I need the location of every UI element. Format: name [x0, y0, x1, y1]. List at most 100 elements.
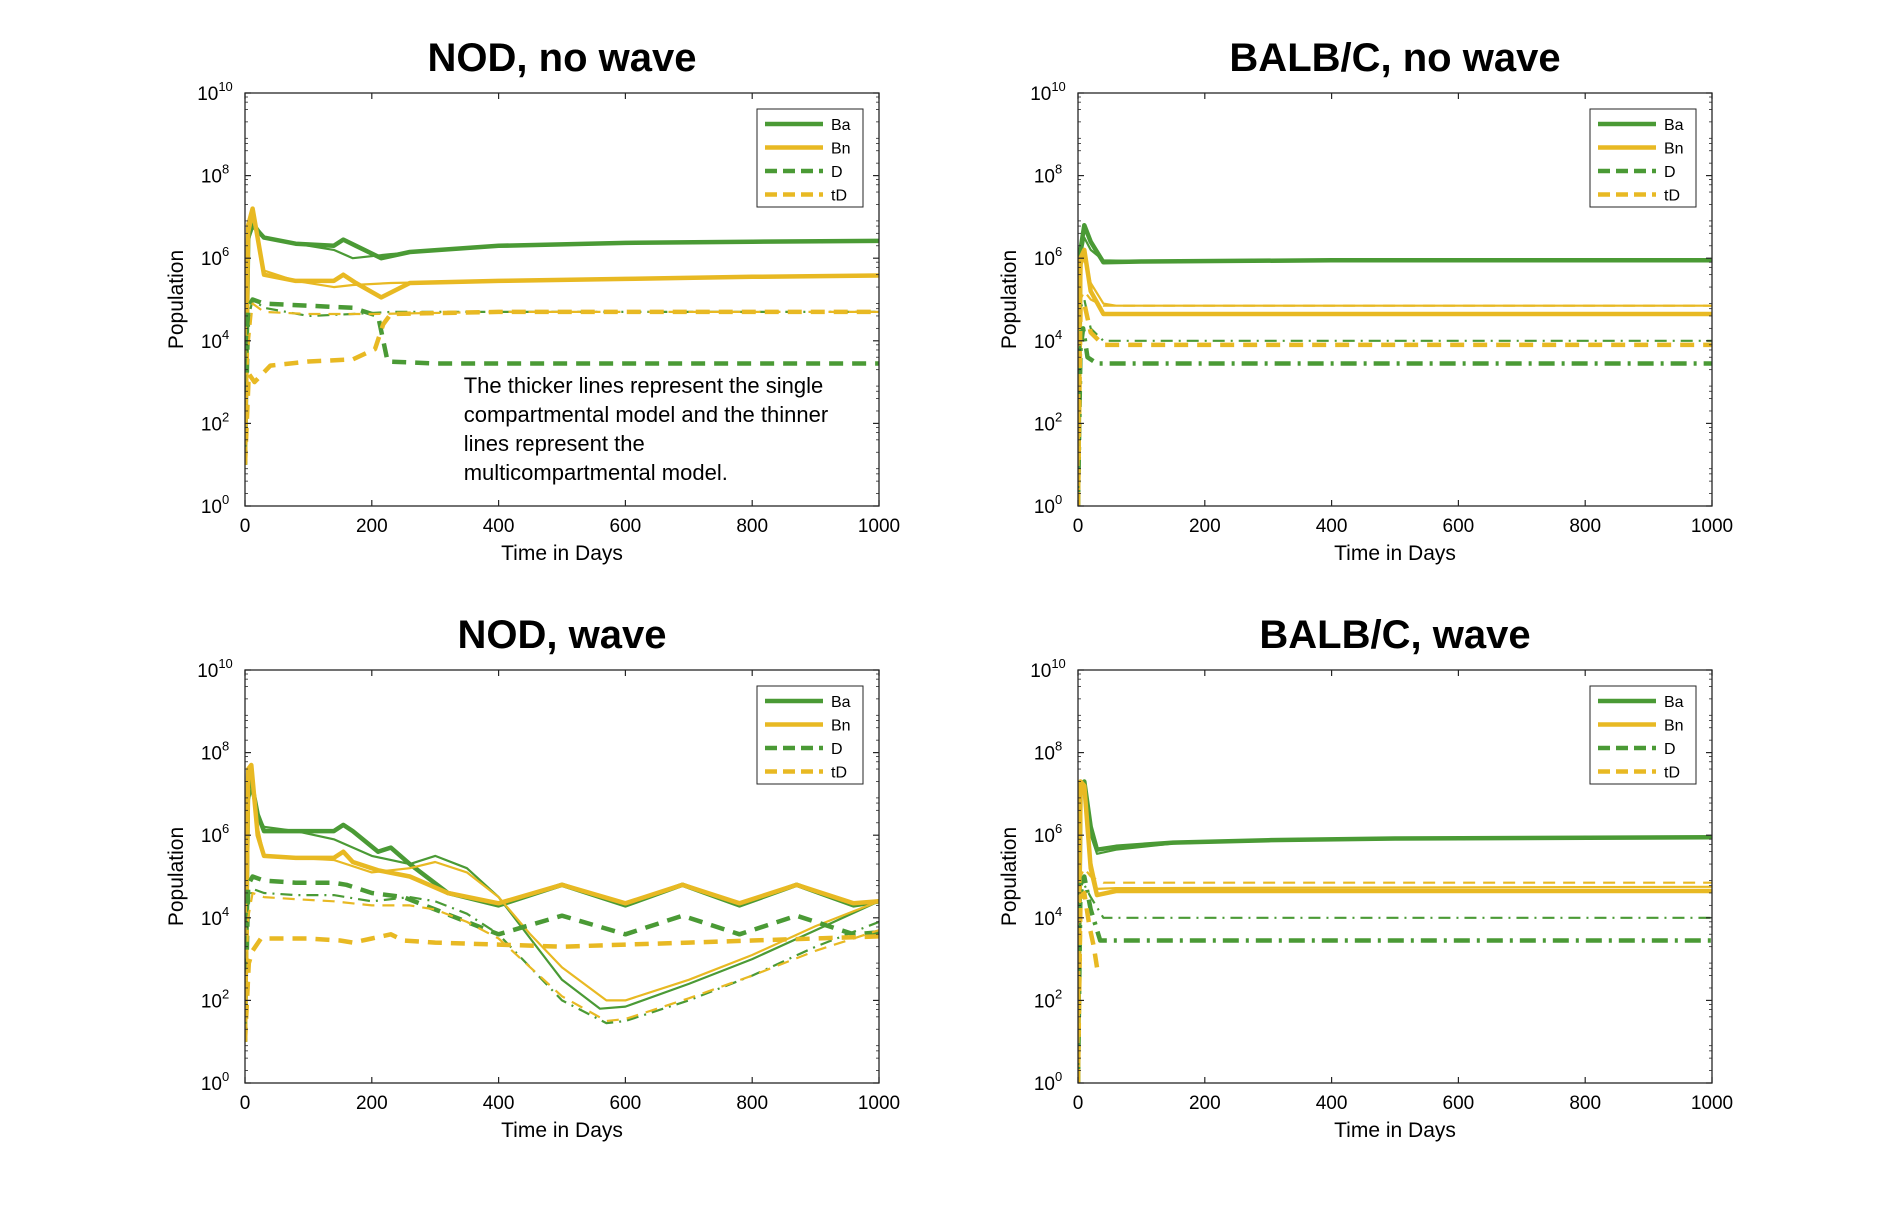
x-axis-label: Time in Days: [501, 1119, 623, 1142]
series-line-green-dashdot-thin: [1078, 883, 1712, 1083]
y-axis-label: Population: [165, 827, 188, 926]
y-tick-label: 1010: [197, 79, 233, 105]
y-tick-label: 102: [201, 986, 229, 1012]
series-line-yellow-dashed-thick: [1078, 890, 1102, 1083]
legend-label: Ba: [1664, 117, 1684, 134]
chart-title: NOD, wave: [458, 613, 667, 657]
chart-panel-3: NOD, wave 0 200 400 600 800 1000 100 102 104 106 10…: [165, 613, 900, 1142]
x-tick-label: 600: [1443, 1093, 1475, 1114]
chart-panel-2: BALB/C, no wave 0 200 400 600 800 1000 100 102 10…: [998, 36, 1733, 565]
chart-title: BALB/C, wave: [1259, 613, 1530, 657]
y-tick-label: 106: [1034, 821, 1062, 847]
series-line-yellow-dashed-thin: [245, 891, 879, 1042]
series-line-green-solid-thick: [1078, 779, 1712, 1083]
series-line-yellow-solid-thin: [1078, 257, 1712, 506]
x-tick-label: 600: [610, 516, 642, 537]
series-line-green-dashdot-thick: [1078, 326, 1712, 506]
y-axis-label: Population: [165, 250, 188, 349]
series-line-yellow-solid-thick: [245, 762, 879, 1042]
y-tick-label: 108: [201, 162, 229, 188]
series-line-green-solid-thin: [245, 219, 879, 465]
legend-label: tD: [831, 765, 847, 782]
legend-label: tD: [1664, 765, 1680, 782]
x-tick-label: 200: [1189, 516, 1221, 537]
x-axis-label: Time in Days: [1334, 1119, 1456, 1142]
x-tick-label: 800: [1569, 516, 1601, 537]
x-tick-label: 600: [1443, 516, 1475, 537]
y-tick-label: 100: [201, 1069, 229, 1095]
legend-label: Bn: [831, 718, 851, 735]
y-tick-label: 100: [201, 492, 229, 518]
x-tick-label: 400: [483, 1093, 515, 1114]
legend-label: D: [1664, 164, 1676, 181]
legend: Ba Bn DtD: [1589, 108, 1697, 208]
y-axis-label: Population: [998, 827, 1021, 926]
annotation-text: The thicker lines represent the single: [464, 373, 824, 398]
annotation-text: compartmental model and the thinner: [464, 402, 828, 427]
annotation-text: lines represent the: [464, 431, 645, 456]
x-tick-label: 400: [483, 516, 515, 537]
series-line-green-dashdot-thin: [1078, 298, 1712, 506]
x-tick-label: 0: [240, 1093, 251, 1114]
x-tick-label: 1000: [858, 516, 900, 537]
x-tick-label: 600: [610, 1093, 642, 1114]
series-line-yellow-solid-thin: [245, 215, 879, 465]
legend-label: tD: [1664, 188, 1680, 205]
x-tick-label: 0: [1073, 516, 1084, 537]
chart-title: BALB/C, no wave: [1229, 36, 1560, 80]
y-tick-label: 102: [1034, 986, 1062, 1012]
series-line-yellow-solid-thick: [1078, 247, 1712, 506]
chart-title: NOD, no wave: [428, 36, 697, 80]
legend-label: Ba: [831, 694, 851, 711]
x-tick-label: 1000: [1691, 516, 1733, 537]
legend-label: Bn: [1664, 141, 1684, 158]
series-group: [1078, 222, 1712, 506]
legend-label: tD: [831, 188, 847, 205]
y-tick-label: 108: [201, 739, 229, 765]
y-axis-label: Population: [998, 250, 1021, 349]
x-tick-label: 200: [356, 516, 388, 537]
series-line-yellow-dashed-thin: [1078, 867, 1712, 1083]
y-tick-label: 106: [201, 821, 229, 847]
y-tick-label: 1010: [197, 656, 233, 682]
series-line-green-dashdot-thick: [1078, 874, 1712, 1083]
series-group: [1078, 779, 1712, 1083]
chart-panel-4: BALB/C, wave 0 200 400 600 800 1000 100 102 104 10…: [998, 613, 1733, 1142]
legend: Ba Bn DtD: [756, 685, 864, 785]
annotation-text: multicompartmental model.: [464, 460, 728, 485]
axes-box: [244, 669, 880, 1084]
y-tick-label: 1010: [1030, 79, 1066, 105]
x-tick-label: 800: [736, 1093, 768, 1114]
legend-label: Ba: [831, 117, 851, 134]
y-tick-label: 108: [1034, 162, 1062, 188]
series-group: [245, 762, 879, 1042]
series-group: [245, 206, 879, 465]
y-tick-label: 106: [1034, 244, 1062, 270]
series-line-yellow-dashed-thin: [1078, 290, 1712, 506]
legend-label: D: [831, 741, 843, 758]
x-tick-label: 400: [1316, 1093, 1348, 1114]
series-line-green-solid-thin: [1078, 236, 1712, 506]
x-tick-label: 800: [1569, 1093, 1601, 1114]
y-tick-label: 104: [201, 327, 229, 353]
y-tick-label: 108: [1034, 739, 1062, 765]
x-axis-label: Time in Days: [501, 542, 623, 565]
y-tick-label: 106: [201, 244, 229, 270]
axes-box: [244, 92, 880, 507]
x-tick-label: 800: [736, 516, 768, 537]
x-tick-label: 200: [1189, 1093, 1221, 1114]
x-tick-label: 0: [240, 516, 251, 537]
legend-label: D: [1664, 741, 1676, 758]
x-tick-label: 400: [1316, 516, 1348, 537]
series-line-yellow-dashed-thin: [245, 302, 879, 465]
x-tick-label: 1000: [858, 1093, 900, 1114]
y-tick-label: 104: [1034, 904, 1062, 930]
x-axis-label: Time in Days: [1334, 542, 1456, 565]
series-line-yellow-dashed-thick: [1078, 301, 1712, 506]
chart-panel-1: NOD, no wave 0 200 400 600 800 1000 100 102 104 10…: [165, 36, 900, 565]
x-tick-label: 1000: [1691, 1093, 1733, 1114]
legend-label: Bn: [831, 141, 851, 158]
legend: Ba Bn DtD: [756, 108, 864, 208]
y-tick-label: 100: [1034, 1069, 1062, 1095]
